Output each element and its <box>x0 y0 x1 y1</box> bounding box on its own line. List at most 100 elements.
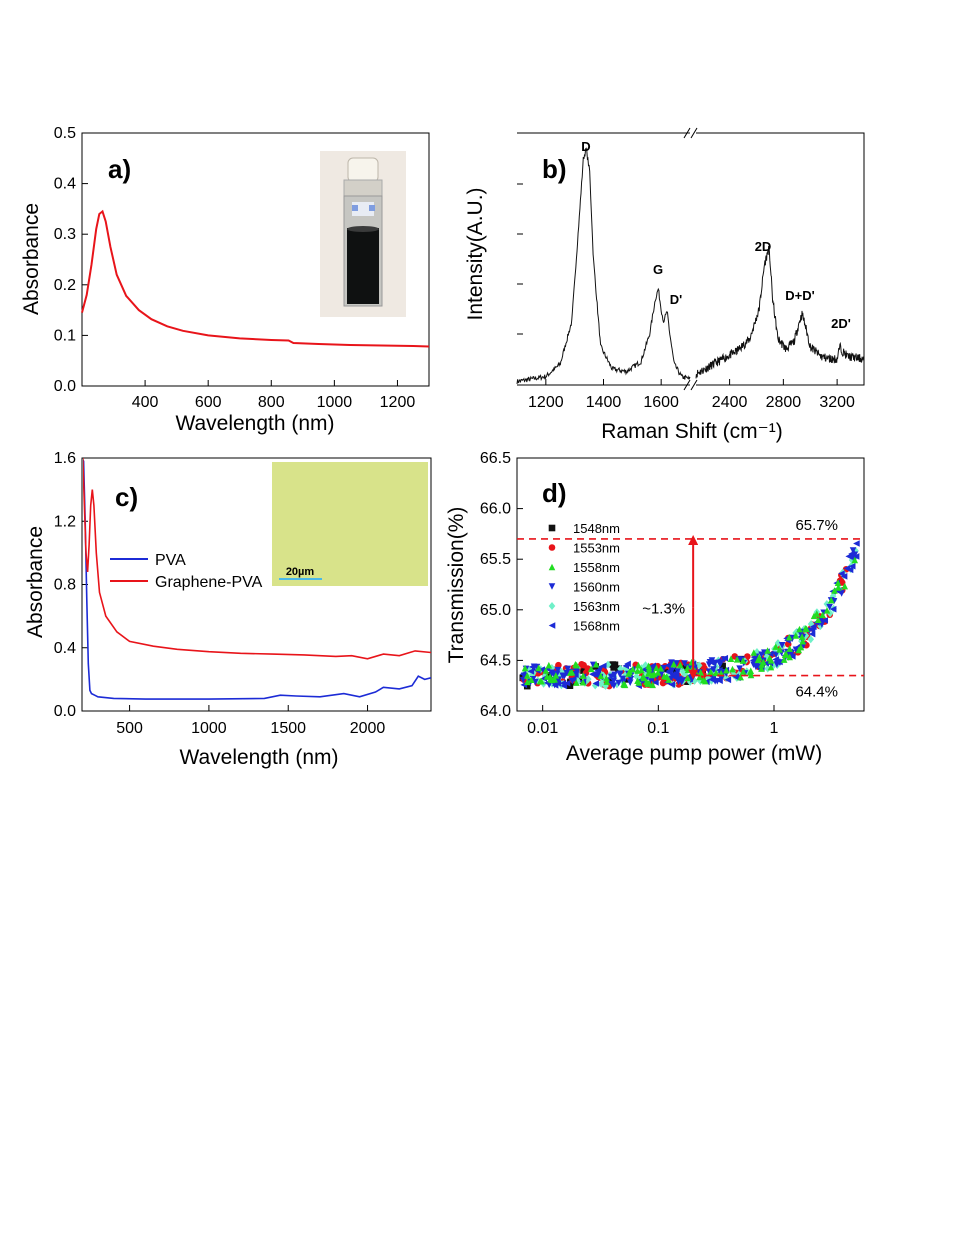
panel-b-xtick-label: 1400 <box>586 394 622 411</box>
panel-c-series-graphene-pva <box>83 458 431 660</box>
scatter-point-1560nm <box>559 672 566 680</box>
panel-c-series-pva <box>83 458 431 700</box>
scatter-point-1568nm <box>666 667 673 675</box>
scatter-point-1558nm <box>665 676 673 683</box>
scatter-point-1568nm <box>592 680 600 687</box>
scatter-point-1558nm <box>737 673 744 681</box>
peak-label-D: D <box>581 139 590 154</box>
scatter-point-1563nm <box>770 661 777 670</box>
panel-c-xtick-label: 2000 <box>350 720 386 737</box>
panel-d-ytick-label: 66.5 <box>480 450 511 467</box>
panel-d-points <box>519 540 860 690</box>
scatter-point-1563nm <box>686 677 694 686</box>
scatter-point-1560nm <box>626 679 634 686</box>
panel-d-label: d) <box>542 478 567 508</box>
scatter-point-1560nm <box>610 682 618 690</box>
scatter-point-1563nm <box>807 620 815 628</box>
scatter-point-1560nm <box>619 675 627 683</box>
scatter-point-1568nm <box>714 657 722 665</box>
scatter-point-1568nm <box>708 676 715 683</box>
scatter-point-1558nm <box>780 656 788 663</box>
peak-label-2Dprime: 2D' <box>831 316 851 331</box>
scatter-point-1558nm <box>603 674 610 682</box>
legend-label-1560nm: 1560nm <box>573 580 620 595</box>
panel-d-xlabel: Average pump power (mW) <box>566 742 822 765</box>
legend-marker-1568nm <box>548 622 556 629</box>
panel-c-ytick-label: 0.8 <box>54 577 76 594</box>
panel-a-ytick-label: 0.2 <box>54 277 76 294</box>
panel-b-xtick-label: 2800 <box>766 394 802 411</box>
film-micrograph: 20µm <box>272 462 428 586</box>
legend-label-1558nm: 1558nm <box>573 560 620 575</box>
axis-break-marks <box>683 127 698 391</box>
panel-a-xtick-label: 1200 <box>380 394 416 411</box>
scatter-point-1558nm <box>579 672 587 679</box>
scatter-point-1568nm <box>709 659 717 667</box>
scatter-point-1558nm <box>707 668 715 676</box>
panel-c-xtick-label: 1500 <box>270 720 306 737</box>
legend-marker-1560nm <box>548 583 556 590</box>
scatter-point-1558nm <box>729 665 736 673</box>
legend-marker-1553nm <box>548 544 556 551</box>
scatter-point-1558nm <box>700 676 707 684</box>
scatter-point-1558nm <box>727 655 735 662</box>
scatter-point-1548nm <box>664 665 671 673</box>
scatter-point-1558nm <box>587 665 595 673</box>
legend-label-1553nm: 1553nm <box>573 541 620 556</box>
scatter-point-1558nm <box>798 633 806 640</box>
scatter-point-1560nm <box>758 651 765 659</box>
scatter-point-1568nm <box>788 653 796 660</box>
scatter-point-1558nm <box>657 665 665 672</box>
scatter-point-1558nm <box>786 645 793 652</box>
scatter-point-1548nm <box>545 672 553 679</box>
panel-a: 400 600 800 1000 1200 0.0 0.1 0.2 0.3 0.4 0.5 Wave… <box>20 125 430 435</box>
scatter-point-1568nm <box>852 553 860 560</box>
panel-c-ytick-label: 0.0 <box>54 703 76 720</box>
scatter-point-1548nm <box>719 662 726 670</box>
scatter-point-1558nm <box>621 681 629 689</box>
scatter-point-1563nm <box>633 672 640 681</box>
scatter-point-1558nm <box>733 656 741 663</box>
panel-a-ytick-label: 0.4 <box>54 176 76 193</box>
panel-a-ytick-label: 0.0 <box>54 378 76 395</box>
scatter-point-1568nm <box>840 573 848 580</box>
scatter-point-1563nm <box>679 667 687 676</box>
scatter-point-1568nm <box>708 665 716 673</box>
scatter-point-1568nm <box>766 650 774 658</box>
scatter-point-1558nm <box>649 681 656 689</box>
scatter-point-1558nm <box>772 643 780 650</box>
scatter-point-1553nm <box>701 665 708 672</box>
scatter-point-1568nm <box>776 658 783 666</box>
scatter-point-1558nm <box>542 667 550 674</box>
scatter-point-1568nm <box>589 670 596 678</box>
scatter-point-1560nm <box>809 627 817 635</box>
scatter-point-1558nm <box>640 674 648 682</box>
scatter-point-1568nm <box>548 670 556 678</box>
scatter-point-1568nm <box>538 666 546 673</box>
scatter-point-1558nm <box>766 654 773 662</box>
scatter-point-1558nm <box>579 678 587 686</box>
scatter-point-1558nm <box>572 679 580 686</box>
scatter-point-1558nm <box>827 596 835 604</box>
scatter-point-1553nm <box>659 679 667 687</box>
scatter-point-1568nm <box>559 679 567 687</box>
scatter-point-1558nm <box>536 677 544 685</box>
scatter-point-1563nm <box>642 671 649 680</box>
scatter-point-1568nm <box>527 668 535 675</box>
scatter-point-1558nm <box>670 660 678 668</box>
scatter-point-1558nm <box>626 668 633 676</box>
scatter-point-1558nm <box>834 579 842 587</box>
panel-d-xtick-label: 1 <box>770 720 779 737</box>
scatter-point-1558nm <box>546 673 554 680</box>
panel-a-label: a) <box>108 154 131 184</box>
scatter-point-1548nm <box>523 682 531 690</box>
panel-d-frame <box>516 457 865 712</box>
panel-d-ytick-label: 65.0 <box>480 602 511 619</box>
panel-c-xtick-label: 1000 <box>191 720 227 737</box>
scatter-point-1563nm <box>807 635 815 644</box>
panel-b-spectrum-right <box>695 245 865 379</box>
scatter-point-1558nm <box>819 611 826 619</box>
scatter-point-1558nm <box>758 661 766 668</box>
legend-label-pva: PVA <box>155 552 186 569</box>
